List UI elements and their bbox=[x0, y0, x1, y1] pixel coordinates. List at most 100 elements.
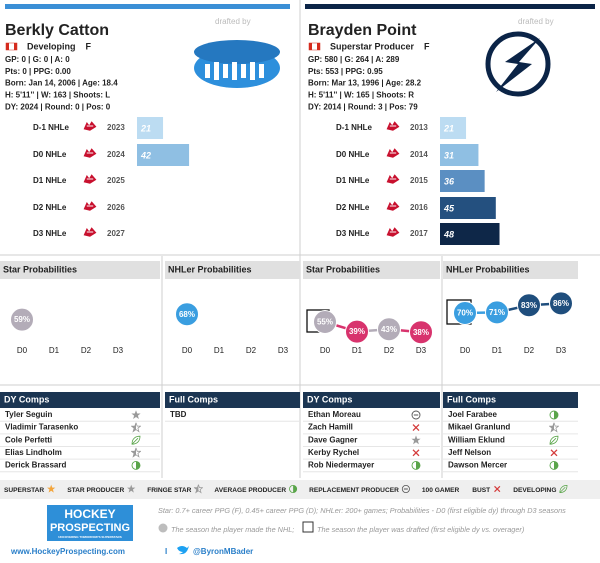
icon bbox=[411, 435, 421, 445]
player-name: Berkly Catton bbox=[5, 22, 109, 39]
icon bbox=[385, 173, 401, 185]
comp-name: Mikael Granlund bbox=[448, 423, 510, 432]
x-label: D0 bbox=[320, 346, 331, 355]
x-label: D0 bbox=[460, 346, 471, 355]
comps-title: DY Comps bbox=[307, 394, 352, 404]
status: Superstar Producer bbox=[330, 41, 415, 51]
nhle-label: D1 NHLe bbox=[336, 176, 370, 185]
x-label: D2 bbox=[524, 346, 535, 355]
legend-label: 100 GAMER bbox=[422, 487, 460, 494]
legend-label: STAR PRODUCER bbox=[67, 487, 124, 494]
stat-line: Pts: 553 | PPG: 0.95 bbox=[308, 67, 383, 76]
icon bbox=[131, 435, 141, 445]
legend-label: DEVELOPING bbox=[513, 487, 556, 494]
nhle-year: 2023 bbox=[107, 123, 125, 132]
icon bbox=[411, 410, 421, 420]
header-bar bbox=[5, 4, 290, 9]
position: F bbox=[424, 41, 430, 51]
comp-name: Jeff Nelson bbox=[448, 448, 491, 457]
separator: I bbox=[165, 547, 167, 556]
x-label: D3 bbox=[556, 346, 567, 355]
comp-name: Elias Lindholm bbox=[5, 448, 62, 457]
nhle-label: D3 NHLe bbox=[336, 229, 370, 238]
nhle-year: 2025 bbox=[107, 176, 125, 185]
prob-label: 38% bbox=[413, 328, 429, 337]
comp-name: Derick Brassard bbox=[5, 461, 66, 470]
icon bbox=[131, 447, 141, 458]
stat-line: GP: 0 | G: 0 | A: 0 bbox=[5, 55, 70, 64]
nhle-value: 36 bbox=[444, 176, 455, 186]
icon bbox=[131, 422, 141, 433]
comp-name: Rob Niedermayer bbox=[308, 461, 374, 470]
nhle-label: D2 NHLe bbox=[33, 203, 67, 212]
nhle-year: 2027 bbox=[107, 229, 125, 238]
website[interactable]: www.HockeyProspecting.com bbox=[10, 547, 125, 556]
icon bbox=[82, 120, 98, 132]
icon bbox=[549, 422, 559, 433]
comps-title: DY Comps bbox=[4, 394, 49, 404]
prob-point bbox=[10, 307, 34, 332]
icon bbox=[385, 120, 401, 132]
panel-header bbox=[0, 261, 160, 279]
prob-label: 39% bbox=[349, 327, 365, 336]
icon bbox=[550, 449, 558, 457]
header-bar bbox=[305, 4, 595, 9]
definition: Star: 0.7+ career PPG (F), 0.45+ career … bbox=[158, 506, 566, 515]
prob-point bbox=[453, 301, 477, 325]
prob-point bbox=[485, 300, 509, 325]
icon bbox=[385, 147, 401, 159]
comp-name: Joel Farabee bbox=[448, 410, 497, 419]
nhle-bar bbox=[440, 223, 500, 245]
stat-line: Born: Jan 14, 2006 | Age: 18.4 bbox=[5, 79, 118, 88]
logo-text: HOCKEY bbox=[64, 507, 115, 521]
nhle-bar bbox=[440, 144, 479, 166]
nhle-bar bbox=[440, 117, 467, 139]
nhle-value: 45 bbox=[443, 203, 455, 213]
nhle-year: 2016 bbox=[410, 203, 428, 212]
comp-name: Vladimir Tarasenko bbox=[5, 423, 78, 432]
stat-line: H: 5'11'' | W: 163 | Shoots: L bbox=[5, 91, 110, 100]
legend-band bbox=[0, 480, 600, 499]
prob-point bbox=[517, 293, 541, 318]
comps-header bbox=[0, 392, 160, 408]
prob-label: 68% bbox=[179, 310, 195, 319]
nhle-value: 21 bbox=[140, 123, 151, 133]
icon bbox=[82, 147, 98, 159]
prob-label: 55% bbox=[317, 318, 333, 327]
icon bbox=[549, 460, 559, 470]
prob-point bbox=[175, 302, 199, 327]
twitter-icon bbox=[177, 546, 189, 555]
nhle-label: D2 NHLe bbox=[336, 203, 370, 212]
nhle-year: 2015 bbox=[410, 176, 428, 185]
nhle-bar bbox=[440, 170, 485, 192]
legend: SUPERSTAR STAR PRODUCER FRINGE STAR AVERAGE… bbox=[4, 484, 568, 494]
player-name: Brayden Point bbox=[308, 22, 417, 39]
x-label: D2 bbox=[246, 346, 257, 355]
icon bbox=[549, 410, 559, 420]
prob-point bbox=[377, 317, 401, 342]
nhle-label: D-1 NHLe bbox=[33, 123, 70, 132]
panel-title: NHLer Probabilities bbox=[446, 264, 530, 274]
comp-name: Ethan Moreau bbox=[308, 410, 361, 419]
panel-title: Star Probabilities bbox=[306, 264, 380, 274]
nhle-year: 2013 bbox=[410, 123, 428, 132]
icon bbox=[549, 435, 559, 445]
icon bbox=[82, 200, 98, 212]
brand-logo: HOCKEY PROSPECTING UNCOVERING TOMORROW'S… bbox=[47, 505, 133, 541]
comp-name: Cole Perfetti bbox=[5, 435, 52, 444]
prob-label: 70% bbox=[457, 309, 473, 318]
stat-line: GP: 580 | G: 264 | A: 289 bbox=[308, 55, 400, 64]
flag bbox=[317, 43, 320, 50]
twitter[interactable]: @ByronMBader bbox=[193, 547, 253, 556]
note: The season the player made the NHL; bbox=[171, 525, 294, 534]
x-label: D0 bbox=[17, 346, 28, 355]
position: F bbox=[86, 41, 92, 51]
note-square-icon bbox=[302, 521, 314, 533]
x-label: D2 bbox=[384, 346, 395, 355]
prob-label: 71% bbox=[489, 308, 505, 317]
x-label: D1 bbox=[492, 346, 503, 355]
prob-label: 83% bbox=[521, 301, 537, 310]
prob-point bbox=[313, 310, 337, 334]
comps-title: Full Comps bbox=[447, 394, 496, 404]
